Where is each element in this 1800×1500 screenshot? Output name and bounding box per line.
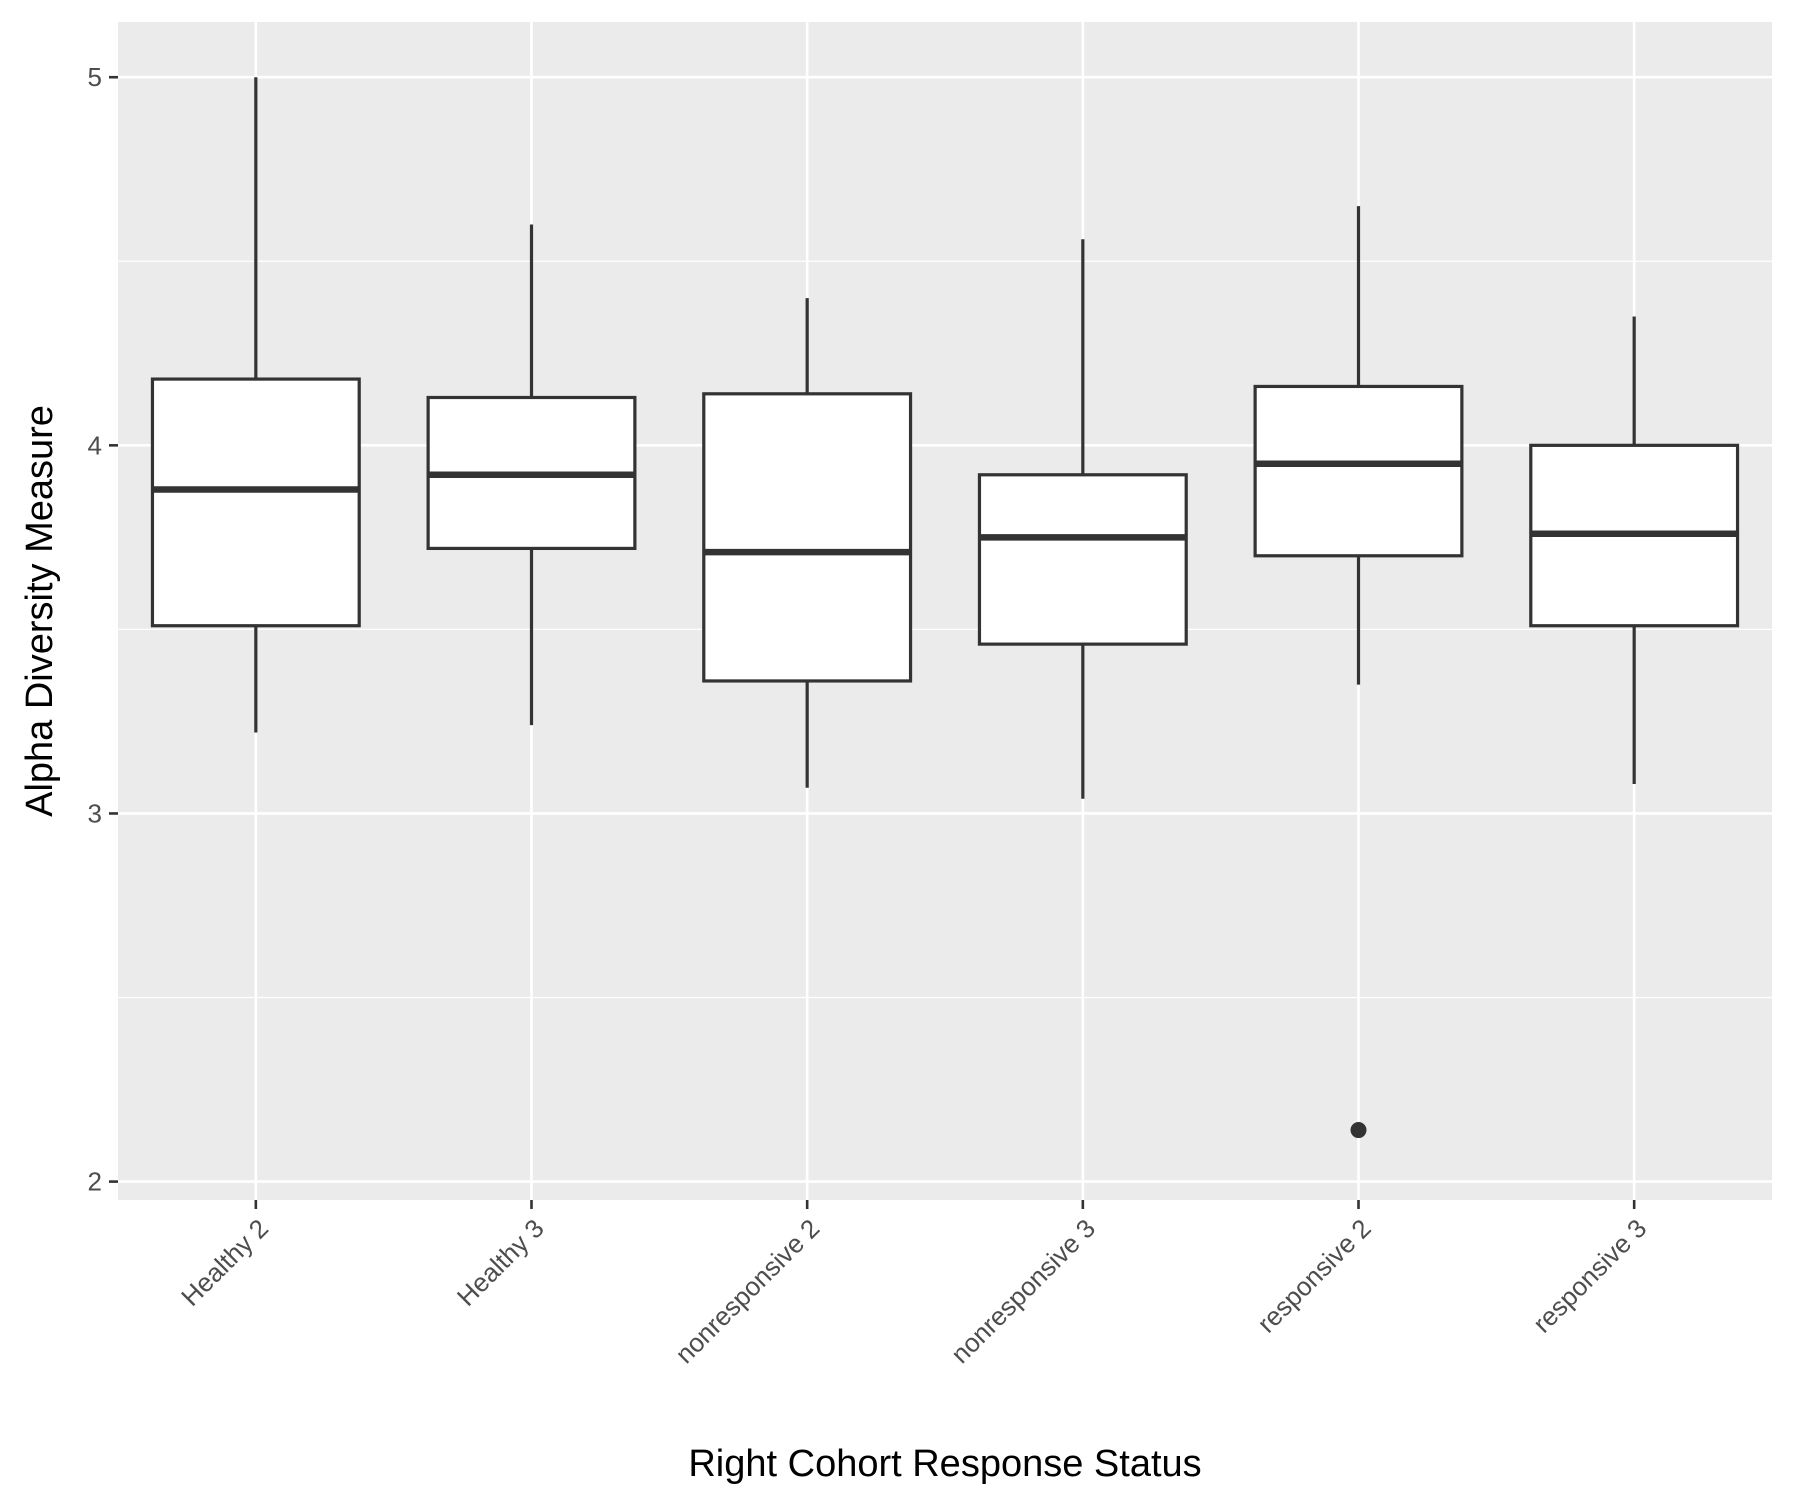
x-tick-label: Healthy 3 [451, 1213, 550, 1312]
plot-panel [118, 22, 1772, 1200]
x-tick-label: nonresponsive 3 [945, 1213, 1101, 1369]
box-iqr [977, 473, 1188, 646]
outlier-point [1350, 1122, 1367, 1139]
x-tick-label: responsive 3 [1527, 1213, 1652, 1338]
box-healthy-2 [150, 77, 361, 733]
x-tick-label: responsive 2 [1251, 1213, 1376, 1338]
box-responsive-2 [1253, 206, 1464, 1139]
x-tick-label: Healthy 2 [175, 1213, 274, 1312]
box-responsive-3 [1529, 316, 1740, 785]
y-tick-label: 4 [88, 430, 102, 460]
y-tick-label: 2 [88, 1167, 102, 1197]
box-nonresponsive-3 [977, 239, 1188, 799]
y-axis-title: Alpha Diversity Measure [19, 405, 61, 817]
box-iqr [702, 392, 913, 683]
x-axis-title: Right Cohort Response Status [688, 1443, 1201, 1485]
box-nonresponsive-2 [702, 298, 913, 788]
y-tick-label: 5 [88, 62, 102, 92]
box-iqr [150, 377, 361, 628]
box-healthy-3 [426, 224, 637, 726]
boxes [150, 77, 1740, 1139]
y-tick-label: 3 [88, 798, 102, 828]
box-iqr [1253, 384, 1464, 558]
x-tick-label: nonresponsive 2 [669, 1213, 825, 1369]
